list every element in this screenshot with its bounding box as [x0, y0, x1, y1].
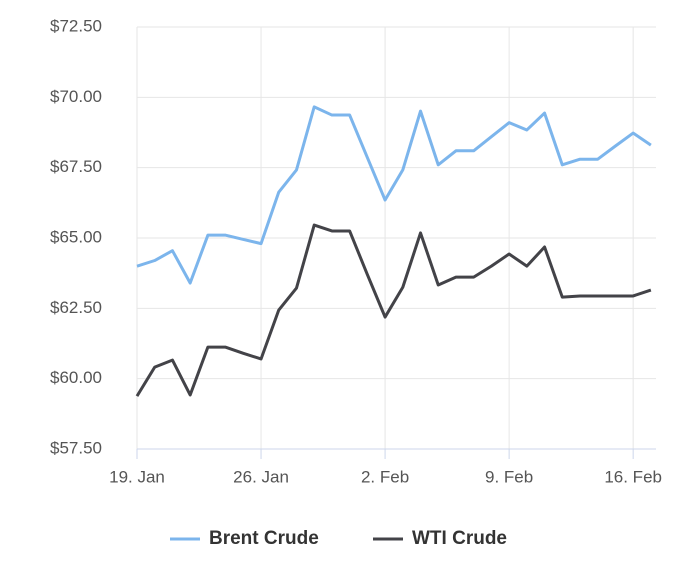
- x-tick-label: 26. Jan: [233, 467, 289, 486]
- x-tick-label: 2. Feb: [361, 467, 409, 486]
- y-tick-label: $60.00: [50, 368, 102, 387]
- x-tick-label: 9. Feb: [485, 467, 533, 486]
- series-line: [136, 105, 652, 285]
- y-tick-label: $70.00: [50, 87, 102, 106]
- legend-text: WTI Crude: [412, 528, 507, 549]
- y-tick-label: $72.50: [50, 16, 102, 35]
- y-tick-label: $57.50: [50, 438, 102, 457]
- legend-text: Brent Crude: [209, 528, 319, 549]
- x-tick-label: 19. Jan: [109, 467, 165, 486]
- y-tick-label: $65.00: [50, 227, 102, 246]
- y-tick-label: $62.50: [50, 298, 102, 317]
- series-line: [135, 223, 652, 397]
- y-tick-label: $67.50: [50, 157, 102, 176]
- x-tick-label: 16. Feb: [604, 467, 662, 486]
